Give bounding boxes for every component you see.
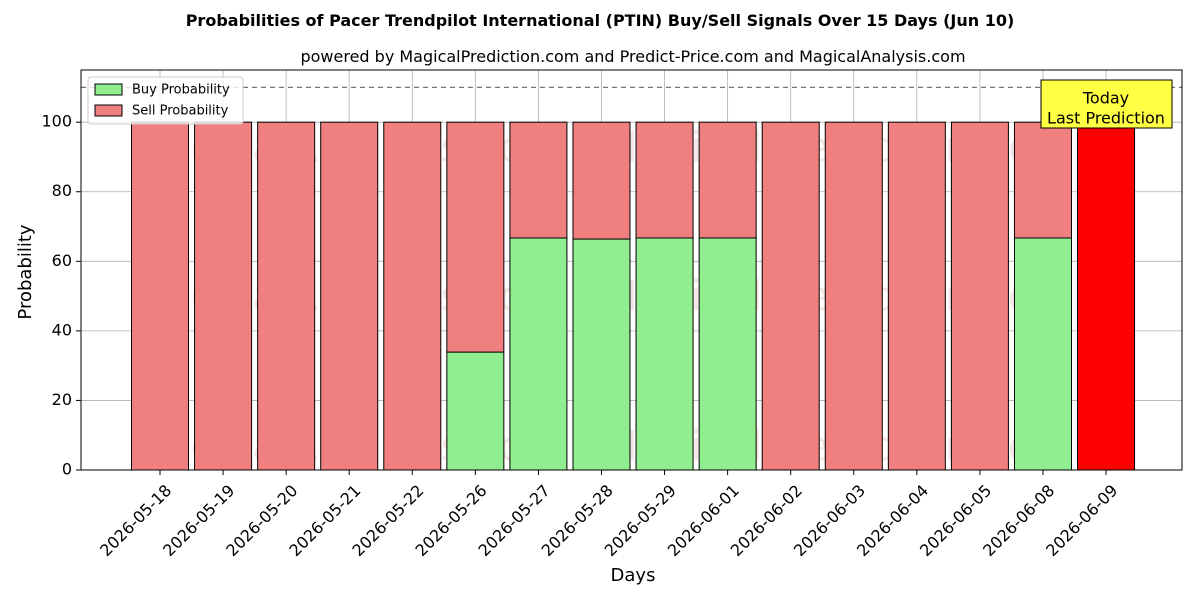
y-tick-label-4: 80 (52, 181, 72, 200)
buy-bar-2026-06-08 (1013, 237, 1072, 471)
y-tick-label-5: 100 (41, 112, 72, 131)
sell-bar-2026-05-22 (383, 121, 442, 471)
y-axis-ticks: 0 20 40 60 80 100 (41, 112, 81, 479)
legend-label-0: Buy Probability (132, 83, 230, 98)
bars (131, 121, 1136, 471)
legend-swatch-1 (94, 104, 123, 117)
sell-bar-2026-05-20 (257, 121, 316, 471)
chart-title: Probabilities of Pacer Trendpilot Intern… (186, 11, 1015, 30)
legend-box (87, 76, 244, 125)
sell-bar-2026-05-27 (509, 121, 568, 239)
annotation-line-2: Last Prediction (1047, 109, 1165, 128)
annotation-box (1040, 79, 1173, 129)
sell-bar-2026-05-29 (635, 121, 694, 239)
buy-bar-2026-06-01 (698, 237, 757, 471)
chart-subtitle: powered by MagicalPrediction.com and Pre… (300, 47, 965, 66)
legend-swatch-0 (94, 83, 123, 96)
annotation-line-1: Today (1082, 89, 1129, 108)
y-tick-label-0: 0 (62, 460, 72, 479)
plot-frame (80, 69, 1183, 471)
sell-bar-2026-06-01 (698, 121, 757, 239)
sell-bar-2026-06-04 (887, 121, 946, 471)
y-axis-label: Probability (15, 224, 36, 319)
legend: Buy Probability Sell Probability (87, 76, 244, 125)
buy-bar-2026-05-27 (509, 237, 568, 471)
sell-bar-2026-06-02 (761, 121, 820, 471)
sell-bar-2026-05-28 (572, 121, 631, 240)
sell-bar-2026-05-21 (320, 121, 379, 471)
buy-bar-2026-05-29 (635, 237, 694, 471)
sell-bar-2026-05-26 (446, 121, 505, 353)
sell-bar-2026-06-03 (824, 121, 883, 471)
sell-bar-2026-06-09 (1077, 121, 1136, 471)
sell-bar-2026-05-18 (131, 121, 189, 471)
sell-bar-2026-06-05 (950, 121, 1009, 471)
buy-bar-2026-05-28 (572, 238, 631, 471)
legend-label-1: Sell Probability (132, 104, 229, 119)
x-axis-label: Days (611, 565, 656, 586)
y-tick-label-1: 20 (52, 390, 72, 409)
x-axis-ticks: 2026-05-182026-05-192026-05-202026-05-21… (96, 470, 1121, 560)
sell-bar-2026-05-19 (194, 121, 253, 471)
y-tick-label-2: 40 (52, 320, 72, 339)
y-tick-label-3: 60 (52, 251, 72, 270)
sell-bar-2026-06-08 (1013, 121, 1072, 239)
buy-bar-2026-05-26 (446, 351, 505, 471)
